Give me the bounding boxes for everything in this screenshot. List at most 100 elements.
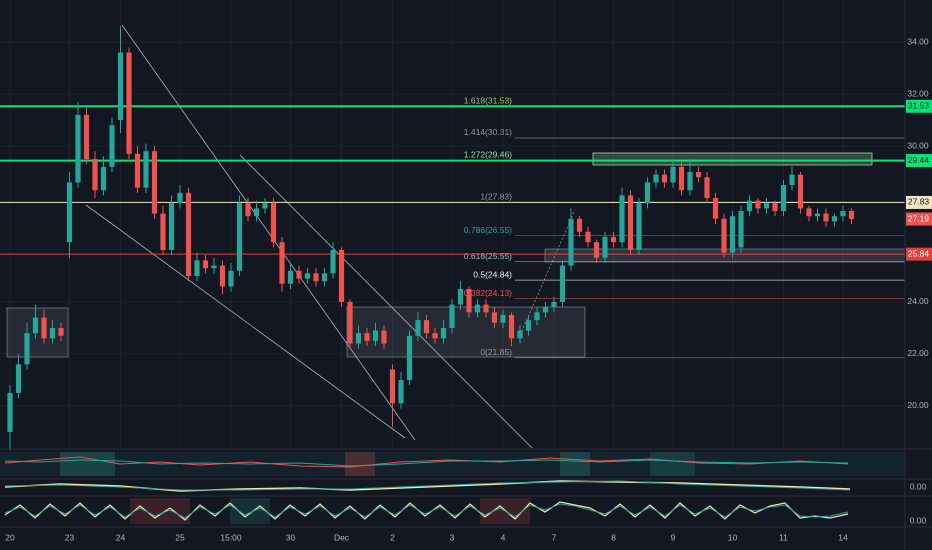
candle-body bbox=[644, 182, 651, 204]
candle-body bbox=[840, 211, 846, 217]
candle-body bbox=[755, 200, 761, 209]
indicator-line bbox=[4, 501, 849, 521]
price-label-box bbox=[906, 195, 932, 209]
indicator-highlight bbox=[130, 498, 190, 524]
candle-body bbox=[500, 314, 506, 323]
candle-body bbox=[304, 273, 311, 279]
fib-level-label: 0.5(24.84) bbox=[473, 269, 512, 279]
candle-body bbox=[738, 211, 744, 248]
candle-body bbox=[712, 198, 719, 219]
candle-body bbox=[245, 203, 251, 217]
x-tick-label: 2 bbox=[390, 532, 395, 542]
candle-body bbox=[338, 249, 345, 302]
candle-body bbox=[270, 203, 277, 243]
candle-body bbox=[194, 260, 200, 276]
candle-body bbox=[559, 265, 566, 302]
candle-body bbox=[83, 114, 90, 160]
candle-body bbox=[746, 200, 753, 212]
y-tick-label: 30.00 bbox=[907, 140, 929, 150]
x-tick-label: Dec bbox=[334, 532, 350, 542]
candle-body bbox=[117, 52, 124, 121]
candle-body bbox=[678, 166, 685, 191]
candle-body bbox=[432, 333, 438, 339]
candle-body bbox=[287, 270, 294, 284]
fib-level-label: 0.786(26.55) bbox=[464, 225, 512, 235]
candle-body bbox=[296, 270, 302, 279]
price-label-box bbox=[906, 247, 932, 261]
x-tick-label: 10 bbox=[728, 532, 738, 542]
candle-body bbox=[661, 174, 668, 183]
candle-body bbox=[415, 320, 421, 336]
fib-level-label: 0.382(24.13) bbox=[464, 288, 512, 298]
candle-body bbox=[219, 265, 226, 287]
candle-body bbox=[534, 312, 540, 321]
range-box bbox=[592, 152, 873, 166]
y-tick-label: 22.00 bbox=[907, 348, 929, 358]
candle-body bbox=[389, 369, 396, 404]
indicator-line bbox=[4, 456, 849, 468]
candle-body bbox=[517, 330, 523, 339]
candle-body bbox=[100, 166, 107, 191]
price-label: 27.19 bbox=[908, 213, 930, 223]
candle-body bbox=[364, 333, 370, 341]
candle-body bbox=[636, 203, 642, 250]
candle-body bbox=[185, 192, 192, 276]
candle-body bbox=[134, 153, 141, 188]
fib-level-label: 0(21.85) bbox=[480, 347, 512, 357]
candle-body bbox=[168, 203, 175, 250]
x-tick-label: 9 bbox=[671, 532, 676, 542]
candle-body bbox=[347, 301, 353, 344]
x-tick-label: 11 bbox=[779, 532, 788, 542]
fib-level-label: 1.618(31.53) bbox=[464, 96, 512, 106]
levels: 1.618(31.53) 1.414(30.31) 1.272(29.46) 1(27… bbox=[0, 96, 905, 359]
x-tick-label: 14 bbox=[838, 532, 848, 542]
candle-body bbox=[381, 330, 387, 344]
y-tick-label: 24.00 bbox=[907, 296, 929, 306]
x-tick-label: 23 bbox=[65, 532, 75, 542]
fib-level-label: 0.618(25.55) bbox=[464, 251, 512, 261]
fib-level-label: 1.272(29.46) bbox=[464, 149, 512, 159]
candle-body bbox=[568, 218, 574, 266]
indicator-highlight bbox=[60, 452, 115, 476]
candle-body bbox=[32, 317, 39, 334]
candle-body bbox=[619, 195, 625, 243]
price-label-box bbox=[906, 99, 932, 113]
candle-body bbox=[41, 317, 47, 339]
candle-body bbox=[474, 304, 481, 313]
indicator-line bbox=[4, 503, 849, 519]
candle-body bbox=[772, 203, 778, 212]
trend-line bbox=[85, 204, 406, 439]
candle-body bbox=[542, 307, 549, 313]
candle-body bbox=[551, 301, 557, 308]
fib-base-line bbox=[519, 209, 576, 336]
candle-body bbox=[211, 265, 217, 269]
indicator-tick-label: 0.00 bbox=[910, 481, 927, 491]
candle-body bbox=[670, 166, 676, 183]
candle-body bbox=[576, 218, 583, 232]
indicator-highlight bbox=[230, 498, 270, 524]
candle-body bbox=[848, 211, 855, 220]
x-tick-label: 4 bbox=[501, 532, 506, 542]
candle-body bbox=[372, 330, 379, 341]
candle-body bbox=[58, 327, 64, 336]
candle-body bbox=[24, 333, 30, 365]
candle-body bbox=[653, 174, 659, 183]
candle-body bbox=[7, 392, 13, 432]
price-label: 29.44 bbox=[908, 155, 930, 165]
candle-body bbox=[279, 242, 285, 284]
candle-body bbox=[763, 203, 770, 209]
candle-body bbox=[330, 249, 336, 274]
candle-body bbox=[75, 114, 81, 183]
candle-body bbox=[780, 185, 787, 212]
indicator-highlight bbox=[650, 452, 695, 476]
candle-body bbox=[202, 260, 209, 269]
candle-body bbox=[602, 236, 608, 258]
candle-body bbox=[525, 320, 532, 331]
fib-level-label: 1.414(30.31) bbox=[464, 127, 512, 137]
candle-body bbox=[236, 203, 243, 271]
candle-body bbox=[721, 218, 727, 253]
price-label-box bbox=[906, 154, 932, 168]
candle-body bbox=[627, 195, 634, 250]
candle-body bbox=[457, 288, 464, 305]
